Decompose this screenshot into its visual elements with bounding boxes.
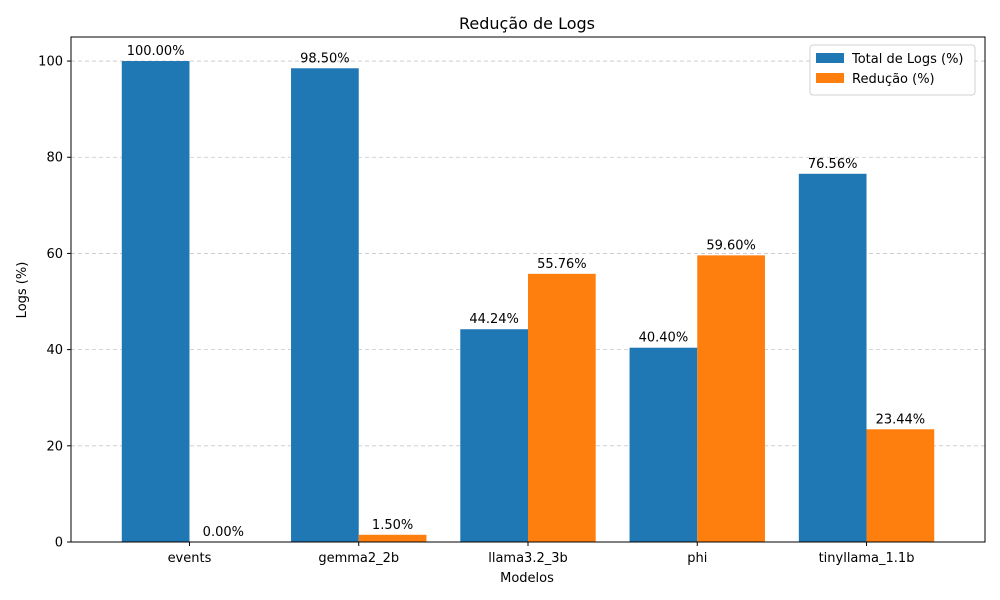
y-tick-label: 0 (55, 536, 63, 551)
x-tick-label: llama3.2_3b (488, 551, 568, 566)
legend-label: Redução (%) (852, 72, 935, 87)
x-tick-label: gemma2_2b (318, 551, 399, 566)
legend-swatch (816, 53, 844, 63)
y-tick-label: 100 (38, 55, 63, 70)
legend-box (809, 44, 976, 96)
bar-value-label: 59.60% (706, 238, 756, 253)
bar-total (291, 68, 359, 542)
y-tick-label: 20 (46, 439, 63, 454)
axes: 0 20 40 60 80 100 events gemma2_2b llama3.2_3b ph… (38, 36, 986, 566)
chart-title: Redução de Logs (459, 14, 595, 33)
bar-value-label: 76.56% (808, 157, 858, 172)
legend-swatch (816, 73, 844, 83)
plot-frame (70, 36, 986, 543)
bar-total (121, 61, 190, 543)
bar-value-label: 23.44% (876, 412, 926, 427)
bar-value-label: 100.00% (127, 44, 185, 59)
x-tick-label: events (168, 551, 212, 566)
legend-label: Total de Logs (%) (851, 52, 964, 67)
bar-total (629, 347, 698, 542)
x-tick-label: tinyllama_1.1b (819, 551, 915, 566)
y-axis-label: Logs (%) (15, 262, 30, 319)
bar-value-label: 44.24% (469, 312, 519, 327)
bar-reducao (358, 534, 427, 542)
bar-reducao (528, 273, 596, 542)
y-tick-label: 60 (46, 247, 63, 262)
bar-reducao (866, 429, 935, 542)
bar-value-labels: 100.00% 98.50% 44.24% 40.40% 76.56% 0.00% 1.50… (127, 44, 925, 540)
bar-total (460, 329, 528, 542)
y-tick-label: 40 (46, 343, 63, 358)
bar-value-label: 55.76% (537, 257, 587, 272)
y-tick-label: 80 (46, 151, 63, 166)
bar-value-label: 40.40% (639, 331, 689, 346)
bar-value-label: 1.50% (372, 518, 413, 533)
x-axis-label: Modelos (500, 571, 554, 586)
bar-value-label: 0.00% (203, 525, 244, 540)
bar-reducao (697, 255, 765, 542)
bars (121, 61, 935, 543)
bar-total (798, 173, 867, 543)
x-tick-label: phi (687, 551, 707, 566)
bar-value-label: 98.50% (300, 51, 350, 66)
legend: Total de Logs (%) Redução (%) (809, 44, 976, 96)
